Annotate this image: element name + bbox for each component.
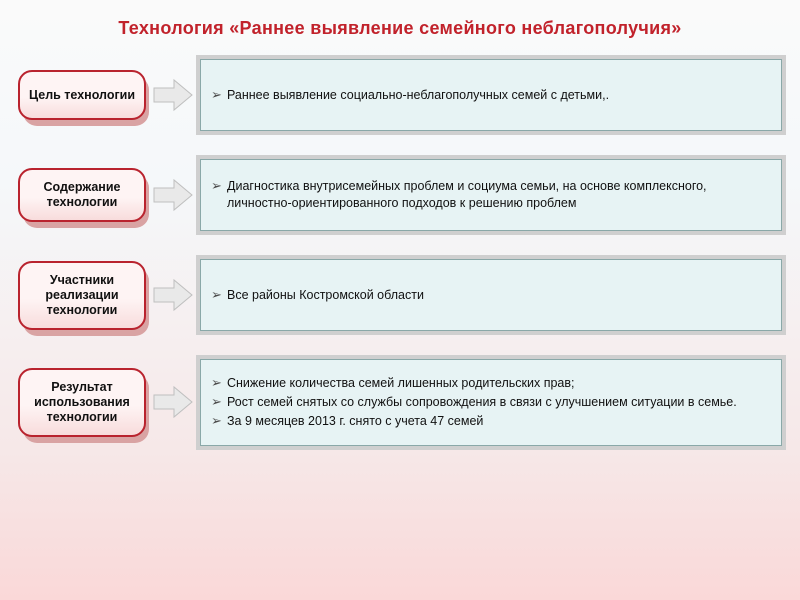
arrow-icon [152, 384, 194, 420]
row-result: Результат использования технологии ➢ Сни… [18, 359, 782, 446]
label-box: Цель технологии [18, 70, 146, 120]
bullet-icon: ➢ [211, 287, 221, 304]
bullet-text: Все районы Костромской области [227, 287, 765, 304]
label-result: Результат использования технологии [18, 368, 146, 437]
bullet-icon: ➢ [211, 413, 221, 430]
bullet-item: ➢ Снижение количества семей лишенных род… [211, 375, 765, 392]
content-participants: ➢ Все районы Костромской области [200, 259, 782, 331]
bullet-icon: ➢ [211, 375, 221, 392]
rows-container: Цель технологии ➢ Раннее выявление социа… [0, 51, 800, 446]
page-title: Технология «Раннее выявление семейного н… [0, 0, 800, 51]
bullet-icon: ➢ [211, 87, 221, 104]
bullet-item: ➢ Рост семей снятых со службы сопровожде… [211, 394, 765, 411]
bullet-icon: ➢ [211, 394, 221, 411]
label-box: Участники реализации технологии [18, 261, 146, 330]
label-box: Содержание технологии [18, 168, 146, 222]
bullet-item: ➢ Раннее выявление социально-неблагополу… [211, 87, 765, 104]
row-goal: Цель технологии ➢ Раннее выявление социа… [18, 59, 782, 131]
content-content: ➢ Диагностика внутрисемейных проблем и с… [200, 159, 782, 231]
bullet-text: Снижение количества семей лишенных родит… [227, 375, 765, 392]
label-box: Результат использования технологии [18, 368, 146, 437]
bullet-item: ➢ За 9 месяцев 2013 г. снято с учета 47 … [211, 413, 765, 430]
row-participants: Участники реализации технологии ➢ Все ра… [18, 259, 782, 331]
label-content: Содержание технологии [18, 168, 146, 222]
bullet-item: ➢ Диагностика внутрисемейных проблем и с… [211, 178, 765, 212]
row-content: Содержание технологии ➢ Диагностика внут… [18, 159, 782, 231]
label-participants: Участники реализации технологии [18, 261, 146, 330]
arrow-icon [152, 177, 194, 213]
bullet-text: Раннее выявление социально-неблагополучн… [227, 87, 765, 104]
arrow-icon [152, 277, 194, 313]
bullet-item: ➢ Все районы Костромской области [211, 287, 765, 304]
label-goal: Цель технологии [18, 70, 146, 120]
bullet-text: За 9 месяцев 2013 г. снято с учета 47 се… [227, 413, 765, 430]
bullet-text: Рост семей снятых со службы сопровождени… [227, 394, 765, 411]
content-result: ➢ Снижение количества семей лишенных род… [200, 359, 782, 446]
bullet-icon: ➢ [211, 178, 221, 195]
arrow-icon [152, 77, 194, 113]
content-goal: ➢ Раннее выявление социально-неблагополу… [200, 59, 782, 131]
bullet-text: Диагностика внутрисемейных проблем и соц… [227, 178, 765, 212]
